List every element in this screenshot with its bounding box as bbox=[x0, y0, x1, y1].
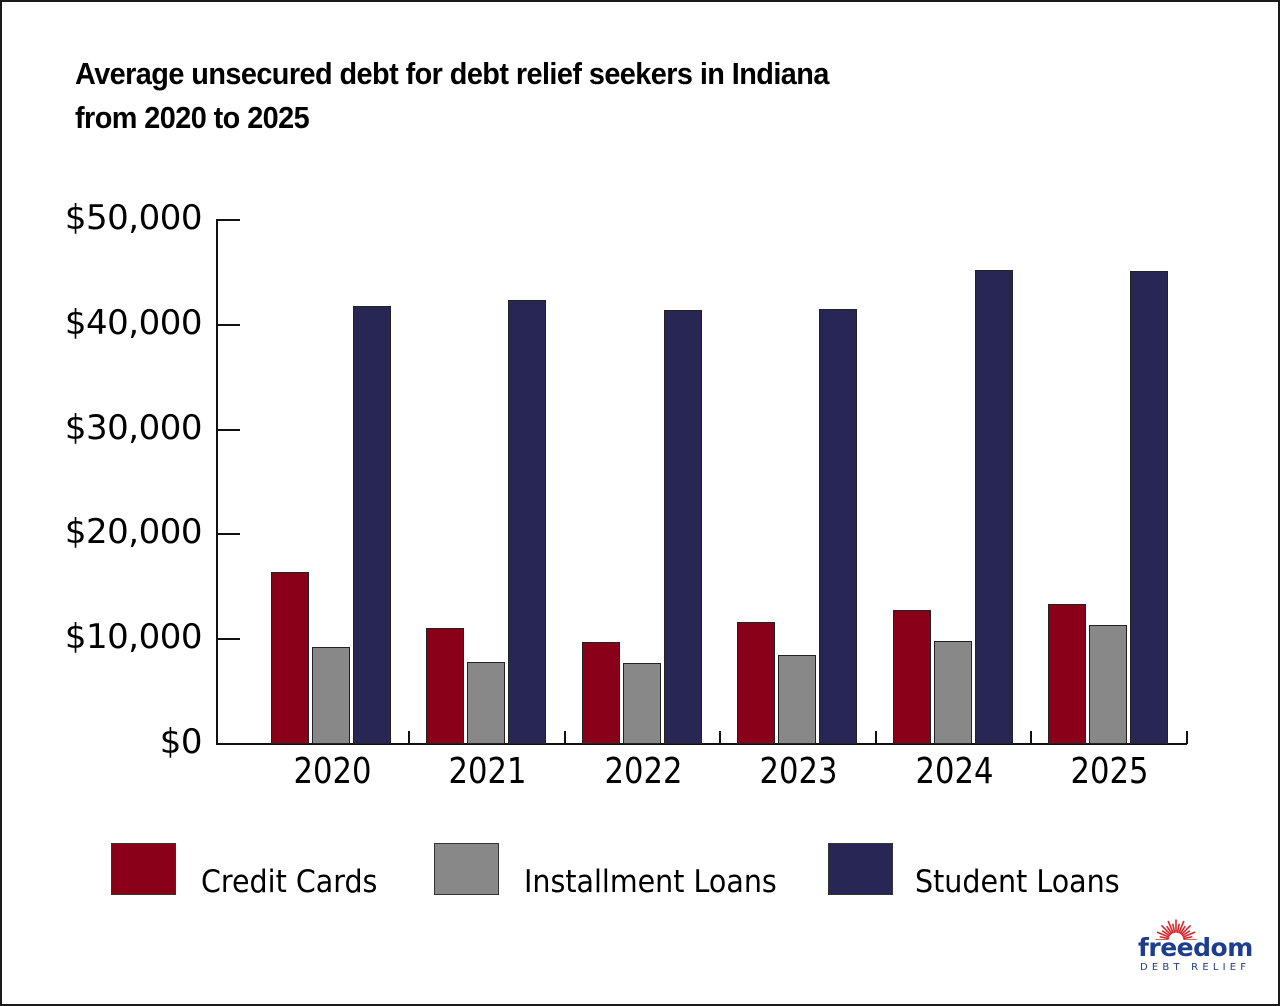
bar-student-loans-2023 bbox=[819, 309, 857, 744]
logo-subtitle: DEBT RELIEF bbox=[1140, 962, 1251, 973]
sunburst-icon bbox=[1155, 919, 1197, 940]
chart-title-line-1: Average unsecured debt for debt relief s… bbox=[75, 56, 829, 91]
y-tick bbox=[216, 638, 240, 641]
x-tick bbox=[408, 731, 410, 744]
legend-label: Student Loans bbox=[915, 864, 1120, 900]
legend-label: Installment Loans bbox=[524, 864, 777, 900]
y-tick bbox=[216, 323, 240, 326]
y-tick-label: $0 bbox=[159, 722, 203, 762]
legend-swatch-credit-cards bbox=[111, 843, 176, 895]
logo-wordmark: freedom bbox=[1138, 933, 1253, 962]
bar-student-loans-2022 bbox=[663, 310, 702, 744]
y-tick bbox=[216, 219, 240, 221]
bar-student-loans-2020 bbox=[352, 305, 391, 744]
x-tick bbox=[874, 731, 877, 744]
bar-student-loans-2021 bbox=[508, 299, 546, 744]
y-tick-label: $30,000 bbox=[64, 407, 203, 448]
bar-credit-cards-2024 bbox=[892, 609, 931, 744]
x-tick bbox=[1185, 731, 1188, 744]
x-tick-label: 2020 bbox=[293, 751, 371, 792]
x-tick-label: 2022 bbox=[604, 751, 682, 792]
y-tick-label: $50,000 bbox=[64, 198, 203, 238]
y-tick-label: $10,000 bbox=[64, 617, 203, 658]
bar-installment-loans-2023 bbox=[778, 654, 816, 744]
x-tick-label: 2021 bbox=[448, 751, 527, 792]
y-tick bbox=[216, 428, 240, 431]
bar-student-loans-2024 bbox=[974, 270, 1013, 744]
x-tick-label: 2025 bbox=[1070, 751, 1149, 792]
bar-credit-cards-2020 bbox=[270, 572, 309, 744]
bar-installment-loans-2024 bbox=[933, 641, 972, 744]
chart-title-line-2: from 2020 to 2025 bbox=[75, 100, 310, 135]
y-tick-label: $20,000 bbox=[64, 512, 203, 553]
x-tick bbox=[563, 731, 566, 744]
bar-installment-loans-2021 bbox=[467, 662, 505, 744]
bar-student-loans-2025 bbox=[1130, 271, 1168, 744]
y-axis-line bbox=[216, 219, 218, 745]
bar-credit-cards-2022 bbox=[581, 642, 620, 744]
x-tick-label: 2024 bbox=[915, 751, 993, 792]
bar-installment-loans-2022 bbox=[622, 663, 661, 744]
y-tick-label: $40,000 bbox=[64, 302, 203, 343]
bar-credit-cards-2025 bbox=[1048, 603, 1086, 744]
y-tick bbox=[216, 533, 240, 536]
bar-credit-cards-2021 bbox=[426, 627, 464, 744]
chart-title: Average unsecured debt for debt relief s… bbox=[75, 52, 1098, 140]
x-tick-label: 2023 bbox=[759, 751, 838, 792]
legend-label: Credit Cards bbox=[201, 864, 378, 900]
legend-swatch-installment-loans bbox=[434, 843, 499, 895]
legend-swatch-student-loans bbox=[828, 843, 893, 895]
freedom-debt-relief-logo: freedom DEBT RELIEF bbox=[1132, 910, 1262, 980]
x-tick bbox=[1030, 731, 1032, 744]
x-tick bbox=[719, 731, 721, 744]
bar-installment-loans-2020 bbox=[311, 646, 350, 744]
bar-installment-loans-2025 bbox=[1089, 624, 1127, 744]
x-axis-line bbox=[216, 743, 1187, 745]
bar-credit-cards-2023 bbox=[737, 622, 775, 744]
y-tick bbox=[216, 743, 240, 745]
